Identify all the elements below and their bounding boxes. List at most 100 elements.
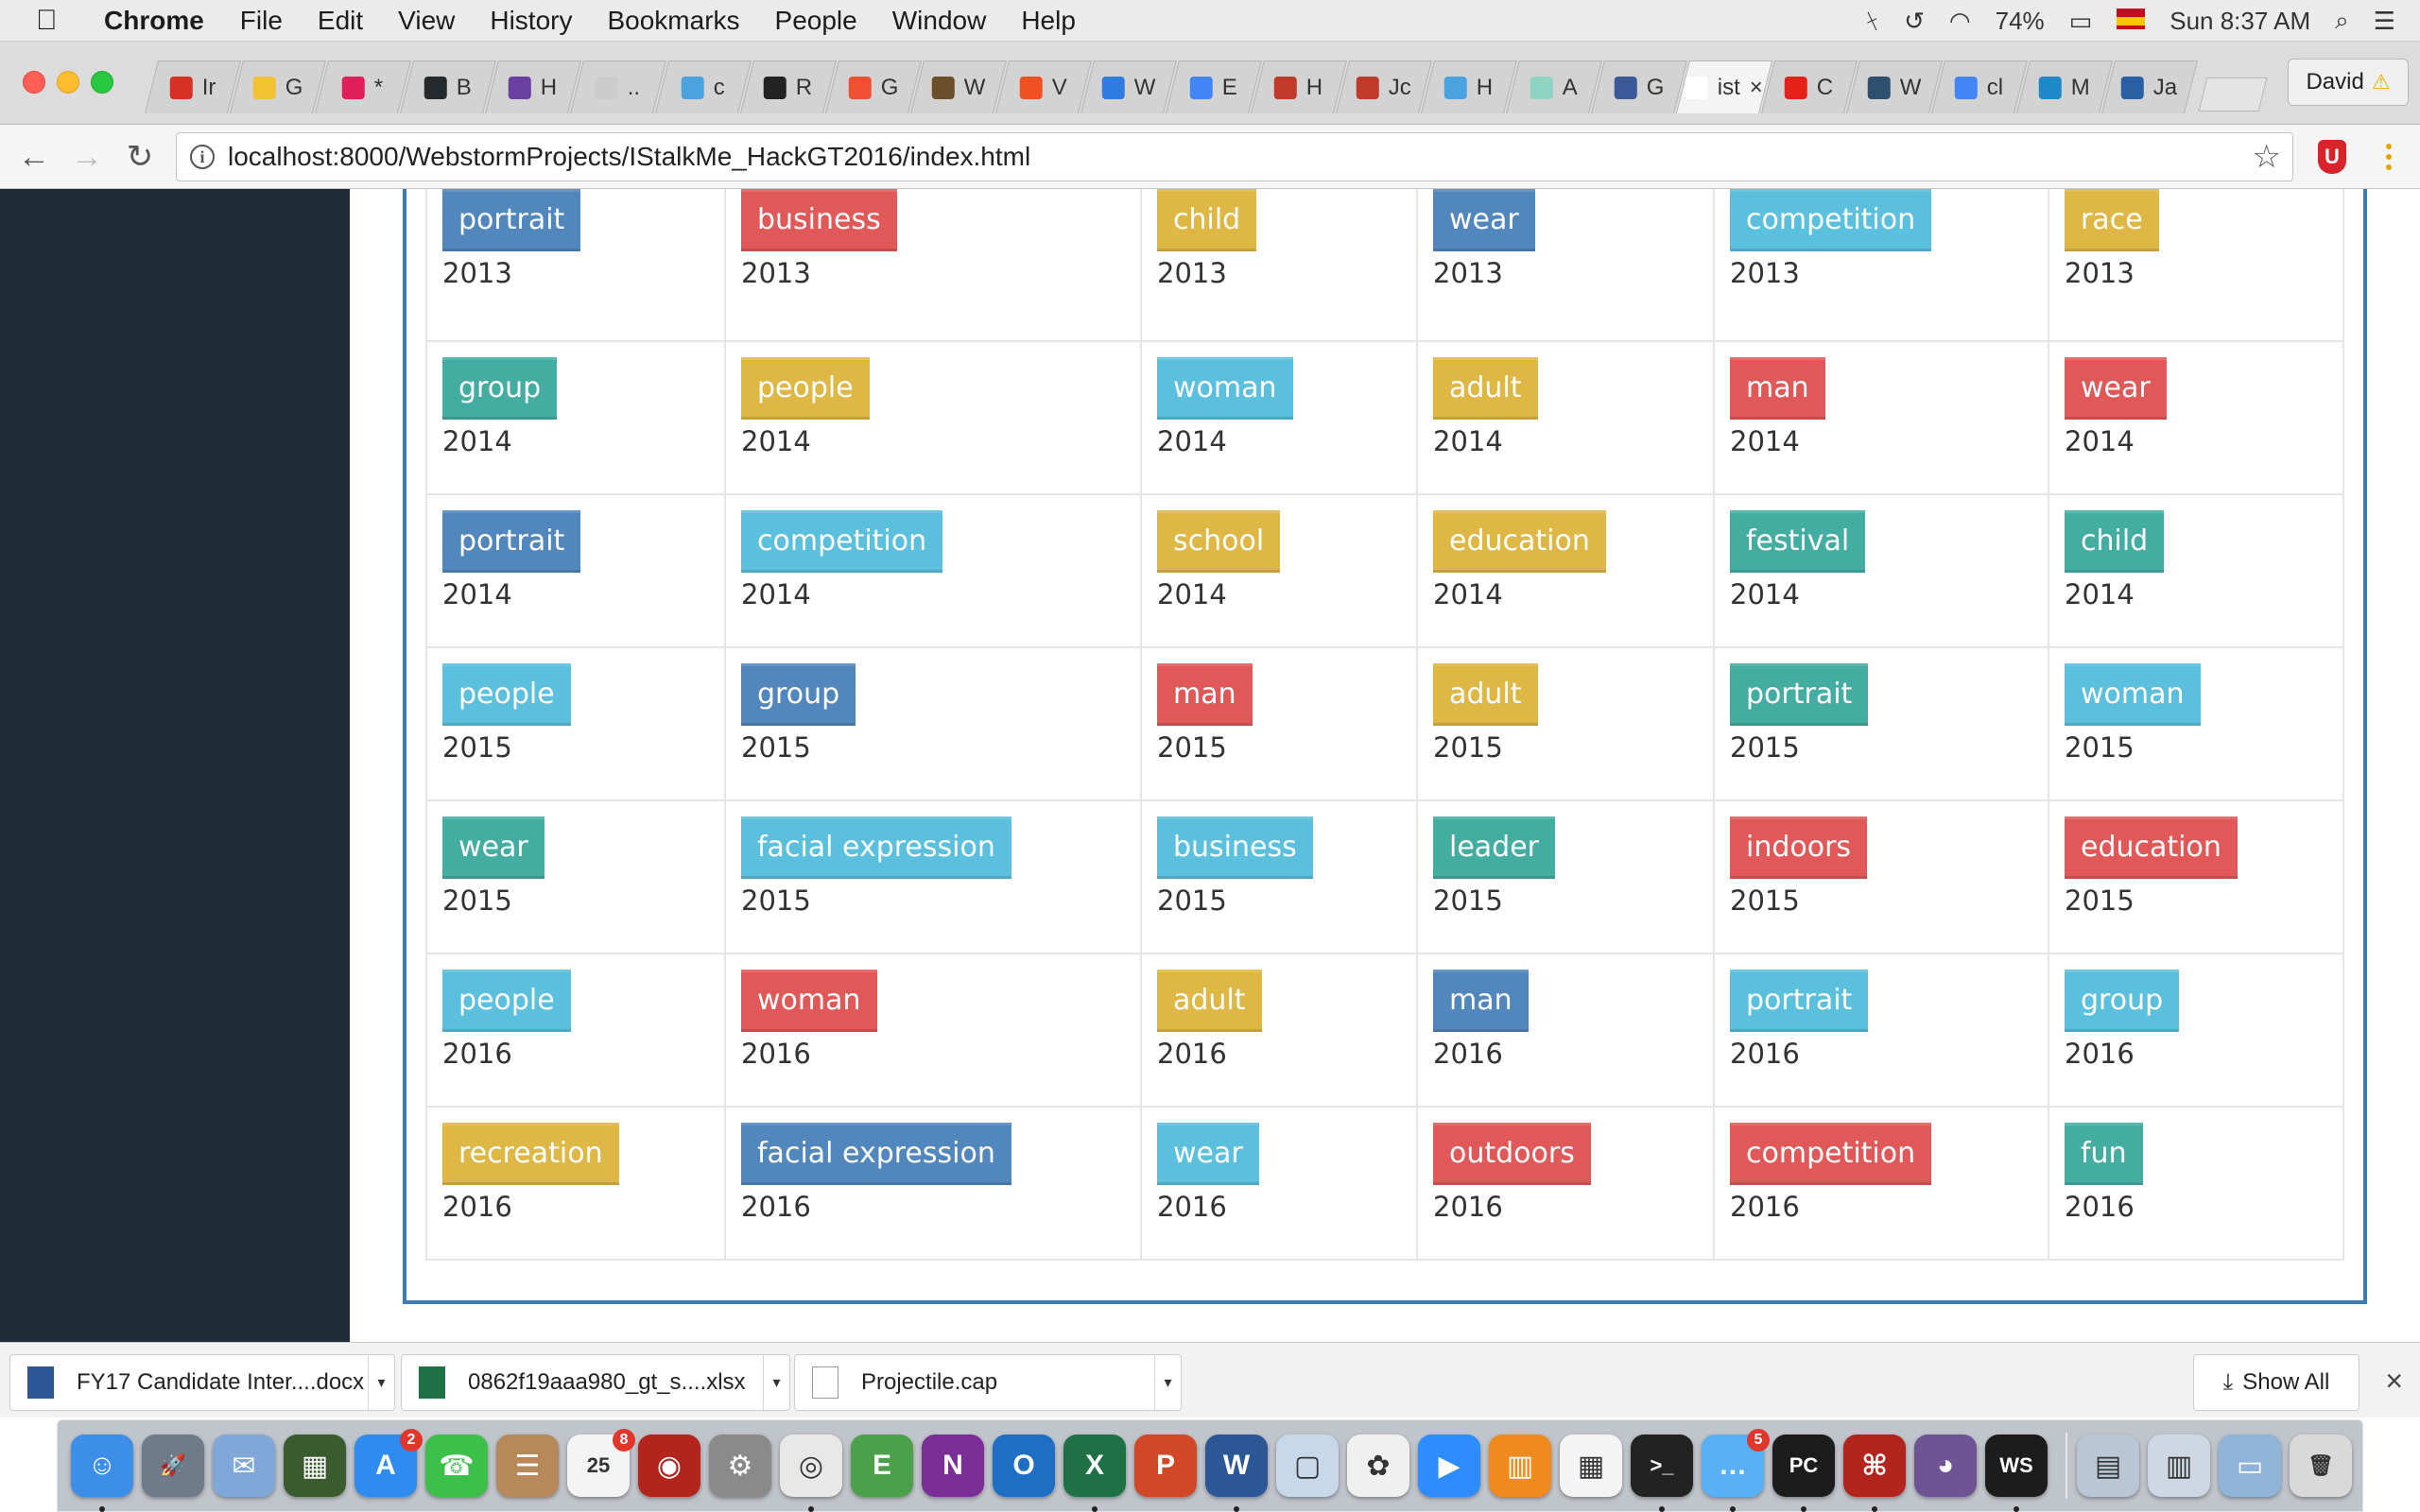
messages-app-icon[interactable]: … 5 <box>1702 1429 1770 1512</box>
site-info-icon[interactable]: i <box>190 145 215 169</box>
tag-badge[interactable]: wear <box>1157 1123 1259 1185</box>
tab-close-icon[interactable]: × <box>1749 74 1763 100</box>
input-source-flag-icon[interactable] <box>2117 7 2146 36</box>
profile-button[interactable]: David ⚠ <box>2288 59 2409 106</box>
browser-tab[interactable]: M <box>2016 60 2113 113</box>
excel-app-icon[interactable]: X <box>1063 1435 1126 1512</box>
forward-arrow-icon[interactable]: → <box>71 138 103 175</box>
time-machine-icon[interactable]: ↺ <box>1904 6 1925 35</box>
tag-badge[interactable]: man <box>1730 357 1825 420</box>
contacts-app-icon[interactable]: ☰ <box>496 1435 559 1497</box>
tag-badge[interactable]: adult <box>1433 357 1538 420</box>
window-close-button[interactable] <box>23 71 45 94</box>
pycharm-app-icon[interactable]: PC <box>1772 1435 1835 1512</box>
browser-tab[interactable]: V <box>995 60 1092 113</box>
bookmark-star-icon[interactable]: ☆ <box>2252 139 2281 175</box>
apple-menu-icon[interactable]:  <box>36 5 74 37</box>
battery-percent[interactable]: 74% <box>1995 6 2045 35</box>
tag-badge[interactable]: man <box>1433 970 1529 1032</box>
tag-badge[interactable]: wear <box>442 816 544 879</box>
url-text[interactable]: localhost:8000/WebstormProjects/IStalkMe… <box>228 142 1031 171</box>
browser-tab[interactable]: G <box>825 60 922 113</box>
tag-badge[interactable]: people <box>442 970 571 1032</box>
window-zoom-button[interactable] <box>91 71 113 94</box>
documents-stack-icon[interactable]: ▥ <box>2148 1435 2210 1497</box>
outlook-app-icon[interactable]: O <box>993 1435 1055 1497</box>
browser-tab[interactable]: G <box>1591 60 1687 113</box>
downloads-stack-icon[interactable]: ▤ <box>2077 1435 2139 1497</box>
menu-edit[interactable]: Edit <box>317 5 364 35</box>
browser-tab[interactable]: C <box>1761 60 1858 113</box>
tag-badge[interactable]: portrait <box>442 510 581 573</box>
browser-tab[interactable]: ist × <box>1676 60 1772 113</box>
tag-badge[interactable]: outdoors <box>1433 1123 1591 1185</box>
tag-badge[interactable]: portrait <box>1730 970 1869 1032</box>
window-minimize-button[interactable] <box>57 71 79 94</box>
finder-app-icon[interactable]: ☺ <box>71 1435 133 1512</box>
tag-badge[interactable]: adult <box>1157 970 1262 1032</box>
chrome-app-icon[interactable]: ◎ <box>780 1435 842 1512</box>
tag-badge[interactable]: wear <box>1433 189 1535 251</box>
word-app-icon[interactable]: W <box>1205 1435 1268 1512</box>
tag-badge[interactable]: adult <box>1433 663 1538 726</box>
tag-badge[interactable]: child <box>2065 510 2165 573</box>
tag-badge[interactable]: child <box>1157 189 1257 251</box>
tag-badge[interactable]: woman <box>2065 663 2201 726</box>
battery-icon[interactable]: ▭ <box>2068 6 2093 35</box>
download-item[interactable]: FY17 Candidate Inter....docx ▾ <box>9 1354 395 1411</box>
tag-badge[interactable]: school <box>1157 510 1281 573</box>
activity-app-icon[interactable]: ▦ <box>284 1435 346 1497</box>
photos-app-icon[interactable]: ✿ <box>1347 1435 1409 1497</box>
chevron-down-icon[interactable]: ▾ <box>1154 1355 1181 1410</box>
tag-badge[interactable]: woman <box>741 970 877 1032</box>
tag-badge[interactable]: indoors <box>1730 816 1868 879</box>
folder-stack-icon[interactable]: ▭ <box>2219 1435 2281 1497</box>
browser-tab[interactable]: W <box>1846 60 1943 113</box>
tag-badge[interactable]: education <box>1433 510 1606 573</box>
tag-badge[interactable]: woman <box>1157 357 1293 420</box>
chrome-menu-icon[interactable] <box>2375 136 2403 178</box>
tag-badge[interactable]: group <box>741 663 856 726</box>
ibooks-app-icon[interactable]: ▥ <box>1489 1435 1551 1497</box>
menu-history[interactable]: History <box>490 5 573 35</box>
app-menu-chrome[interactable]: Chrome <box>104 5 204 35</box>
new-tab-button[interactable] <box>2198 77 2268 112</box>
bluetooth-icon[interactable]: ᛶ <box>1864 6 1880 35</box>
grid-app-icon[interactable]: ▦ <box>1560 1435 1622 1497</box>
tag-badge[interactable]: business <box>741 189 897 251</box>
browser-tab[interactable]: Ja <box>2101 60 2198 113</box>
extension-shield-icon[interactable]: U <box>2318 140 2346 174</box>
photo-booth-app-icon[interactable]: ◉ <box>638 1435 700 1497</box>
browser-tab[interactable]: c <box>655 60 752 113</box>
menu-people[interactable]: People <box>774 5 857 35</box>
tag-badge[interactable]: education <box>2065 816 2238 879</box>
clock[interactable]: Sun 8:37 AM <box>2169 6 2311 35</box>
browser-tab[interactable]: .. <box>570 60 666 113</box>
spotlight-search-icon[interactable]: ⌕ <box>2335 6 2349 34</box>
browser-tab[interactable]: H <box>1251 60 1347 113</box>
tag-badge[interactable]: facial expression <box>741 1123 1011 1185</box>
mail-app-icon[interactable]: ✉ <box>213 1435 275 1497</box>
menu-file[interactable]: File <box>239 5 283 35</box>
browser-tab[interactable]: W <box>910 60 1007 113</box>
browser-tab[interactable]: * <box>315 60 411 113</box>
tag-badge[interactable]: competition <box>1730 1123 1932 1185</box>
zoom-app-icon[interactable]: ▶ <box>1418 1435 1480 1497</box>
notification-center-icon[interactable]: ☰ <box>2373 6 2395 35</box>
browser-tab[interactable]: cl <box>1931 60 2028 113</box>
tag-badge[interactable]: competition <box>1730 189 1932 251</box>
tag-badge[interactable]: festival <box>1730 510 1866 573</box>
download-item[interactable]: 0862f19aaa980_gt_s....xlsx ▾ <box>401 1354 790 1411</box>
tag-badge[interactable]: people <box>741 357 870 420</box>
tag-badge[interactable]: wear <box>2065 357 2167 420</box>
browser-tab[interactable]: Ir <box>145 60 241 113</box>
browser-tab[interactable]: R <box>740 60 837 113</box>
tag-badge[interactable]: portrait <box>442 189 581 251</box>
tag-badge[interactable]: people <box>442 663 571 726</box>
tag-badge[interactable]: recreation <box>442 1123 619 1185</box>
menu-view[interactable]: View <box>398 5 456 35</box>
close-icon[interactable]: × <box>2385 1364 2403 1398</box>
system-prefs-app-icon[interactable]: ⚙ <box>709 1435 771 1497</box>
acrobat-app-icon[interactable]: ⌘ <box>1843 1435 1906 1512</box>
tag-badge[interactable]: group <box>442 357 558 420</box>
